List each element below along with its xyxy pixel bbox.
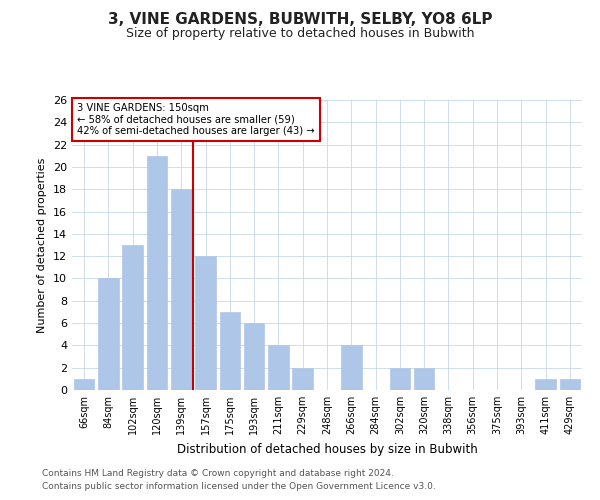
Bar xyxy=(171,189,191,390)
Bar xyxy=(146,156,167,390)
Bar xyxy=(122,245,143,390)
Text: Contains HM Land Registry data © Crown copyright and database right 2024.: Contains HM Land Registry data © Crown c… xyxy=(42,468,394,477)
Bar xyxy=(195,256,216,390)
Bar xyxy=(268,346,289,390)
Text: Contains public sector information licensed under the Open Government Licence v3: Contains public sector information licen… xyxy=(42,482,436,491)
Bar xyxy=(389,368,410,390)
Y-axis label: Number of detached properties: Number of detached properties xyxy=(37,158,47,332)
Text: 3, VINE GARDENS, BUBWITH, SELBY, YO8 6LP: 3, VINE GARDENS, BUBWITH, SELBY, YO8 6LP xyxy=(108,12,492,28)
Bar xyxy=(414,368,434,390)
Bar xyxy=(74,379,94,390)
Bar xyxy=(220,312,240,390)
Bar xyxy=(560,379,580,390)
Bar xyxy=(535,379,556,390)
Text: 3 VINE GARDENS: 150sqm
← 58% of detached houses are smaller (59)
42% of semi-det: 3 VINE GARDENS: 150sqm ← 58% of detached… xyxy=(77,103,315,136)
Bar xyxy=(292,368,313,390)
Text: Size of property relative to detached houses in Bubwith: Size of property relative to detached ho… xyxy=(126,28,474,40)
Bar xyxy=(341,346,362,390)
Bar xyxy=(244,323,265,390)
Bar xyxy=(98,278,119,390)
X-axis label: Distribution of detached houses by size in Bubwith: Distribution of detached houses by size … xyxy=(176,442,478,456)
